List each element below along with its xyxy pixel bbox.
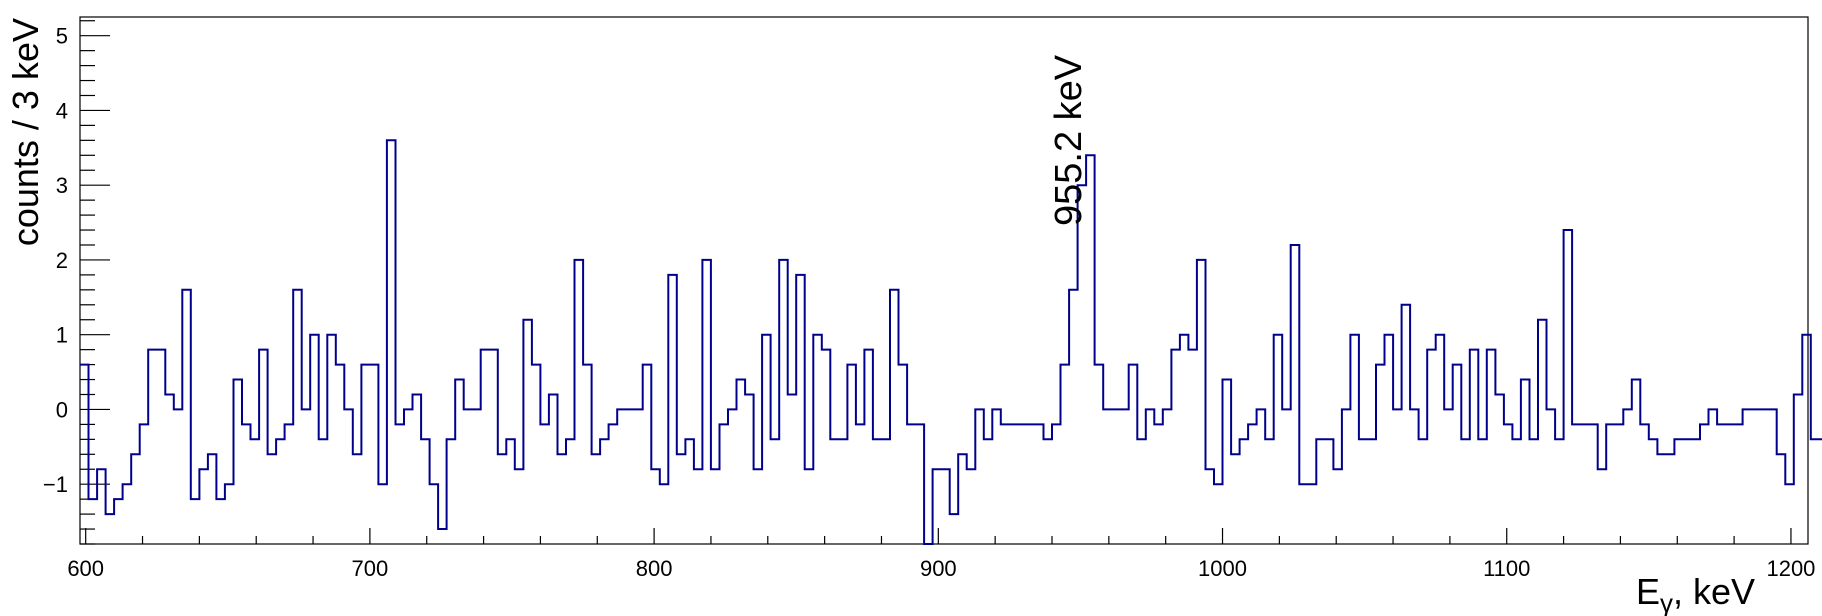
- y-axis-title: counts / 3 keV: [5, 18, 46, 246]
- x-axis-title-main: E: [1636, 571, 1660, 612]
- x-tick-label: 1200: [1766, 556, 1815, 581]
- histogram-series: [80, 139, 1822, 545]
- x-axis-title-unit: , keV: [1673, 571, 1755, 612]
- x-tick-label: 900: [920, 556, 957, 581]
- x-axis-title-subscript: γ: [1660, 588, 1673, 616]
- y-tick-label: 2: [56, 248, 68, 273]
- x-tick-label: 600: [67, 556, 104, 581]
- x-axis-title: Eγ, keV: [1636, 571, 1755, 616]
- y-tick-label: 1: [56, 323, 68, 348]
- y-tick-label: 3: [56, 173, 68, 198]
- x-tick-label: 1100: [1483, 556, 1530, 581]
- axis-ticks: [80, 20, 1792, 545]
- peak-annotation: 955.2 keV: [1048, 54, 1090, 226]
- y-tick-label: 0: [56, 397, 68, 422]
- plot-frame: [79, 16, 1809, 545]
- y-tick-label: −1: [43, 472, 68, 497]
- y-tick-label: 4: [56, 98, 68, 123]
- y-tick-label: 5: [56, 24, 68, 49]
- x-tick-label: 800: [636, 556, 673, 581]
- axis-tick-labels: 600 700 800 900 1000 1100 1200 −1 0 1 2 3 4 5: [43, 24, 1816, 581]
- x-tick-label: 700: [352, 556, 389, 581]
- x-tick-label: 1000: [1198, 556, 1247, 581]
